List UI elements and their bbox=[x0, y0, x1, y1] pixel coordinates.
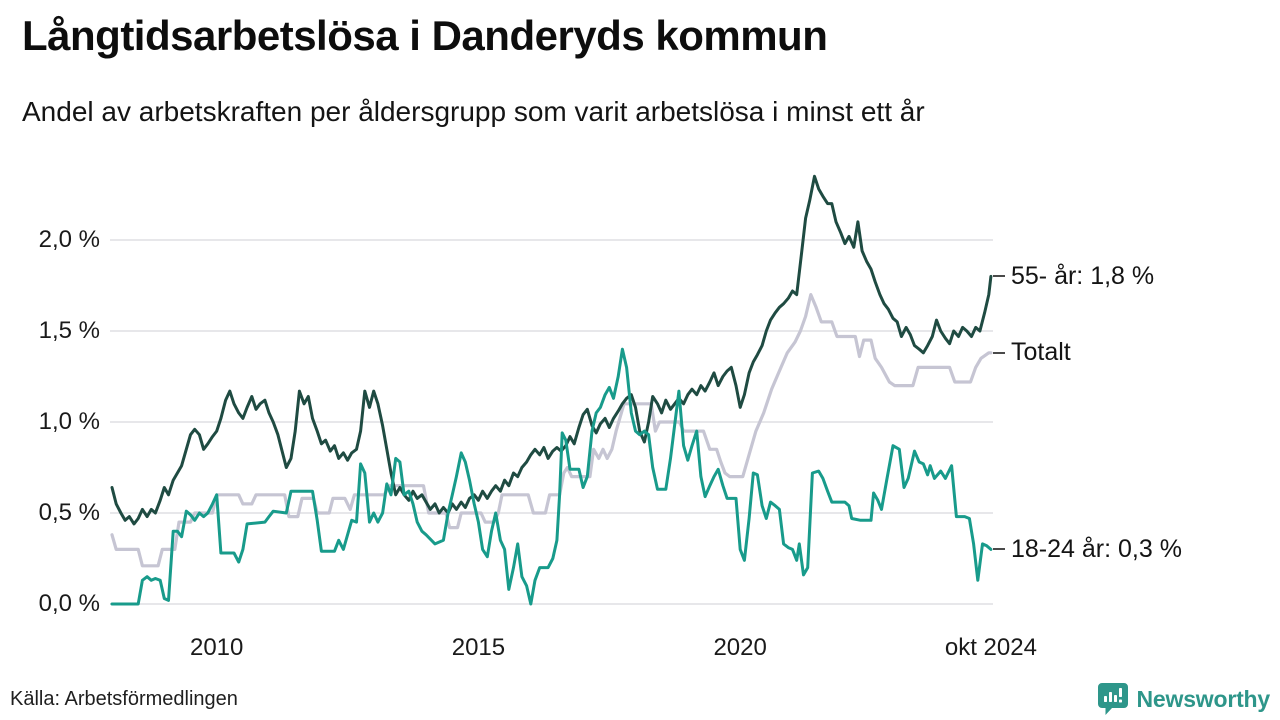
series-label-18-24-r: 18-24 år: 0,3 % bbox=[993, 533, 1182, 565]
series-label-totalt: Totalt bbox=[993, 337, 1071, 369]
series-line-18-24-r bbox=[110, 347, 993, 606]
x-tick-label: okt 2024 bbox=[944, 634, 1037, 661]
newsworthy-brand: Newsworthy bbox=[1097, 682, 1270, 716]
label-tick-dash bbox=[993, 548, 1005, 551]
label-tick-dash bbox=[993, 275, 1005, 278]
chart-title: Långtidsarbetslösa i Danderyds kommun bbox=[22, 12, 828, 59]
label-tick-dash bbox=[993, 351, 1005, 354]
y-tick-label: 2,0 % bbox=[38, 226, 100, 253]
chart-subtitle: Andel av arbetskraften per åldersgrupp s… bbox=[22, 96, 925, 127]
x-tick-label: 2010 bbox=[189, 634, 244, 661]
y-tick-label: 1,0 % bbox=[38, 408, 100, 435]
x-tick-label: 2015 bbox=[451, 634, 506, 661]
y-tick-label: 0,0 % bbox=[38, 590, 100, 617]
newsworthy-wordmark: Newsworthy bbox=[1136, 685, 1271, 712]
series-label-text: 18-24 år: 0,3 % bbox=[1011, 534, 1182, 563]
series-line-totalt bbox=[110, 293, 993, 568]
series-label-text: Totalt bbox=[1011, 338, 1071, 367]
source-note: Källa: Arbetsförmedlingen bbox=[10, 688, 238, 710]
newsworthy-logo-icon bbox=[1097, 683, 1128, 715]
y-tick-label: 1,5 % bbox=[38, 317, 100, 344]
y-tick-label: 0,5 % bbox=[38, 499, 100, 526]
x-tick-label: 2020 bbox=[713, 634, 767, 661]
series-label-55-r: 55- år: 1,8 % bbox=[993, 260, 1154, 292]
series-line-55-r bbox=[110, 174, 993, 526]
series-label-text: 55- år: 1,8 % bbox=[1011, 261, 1155, 290]
